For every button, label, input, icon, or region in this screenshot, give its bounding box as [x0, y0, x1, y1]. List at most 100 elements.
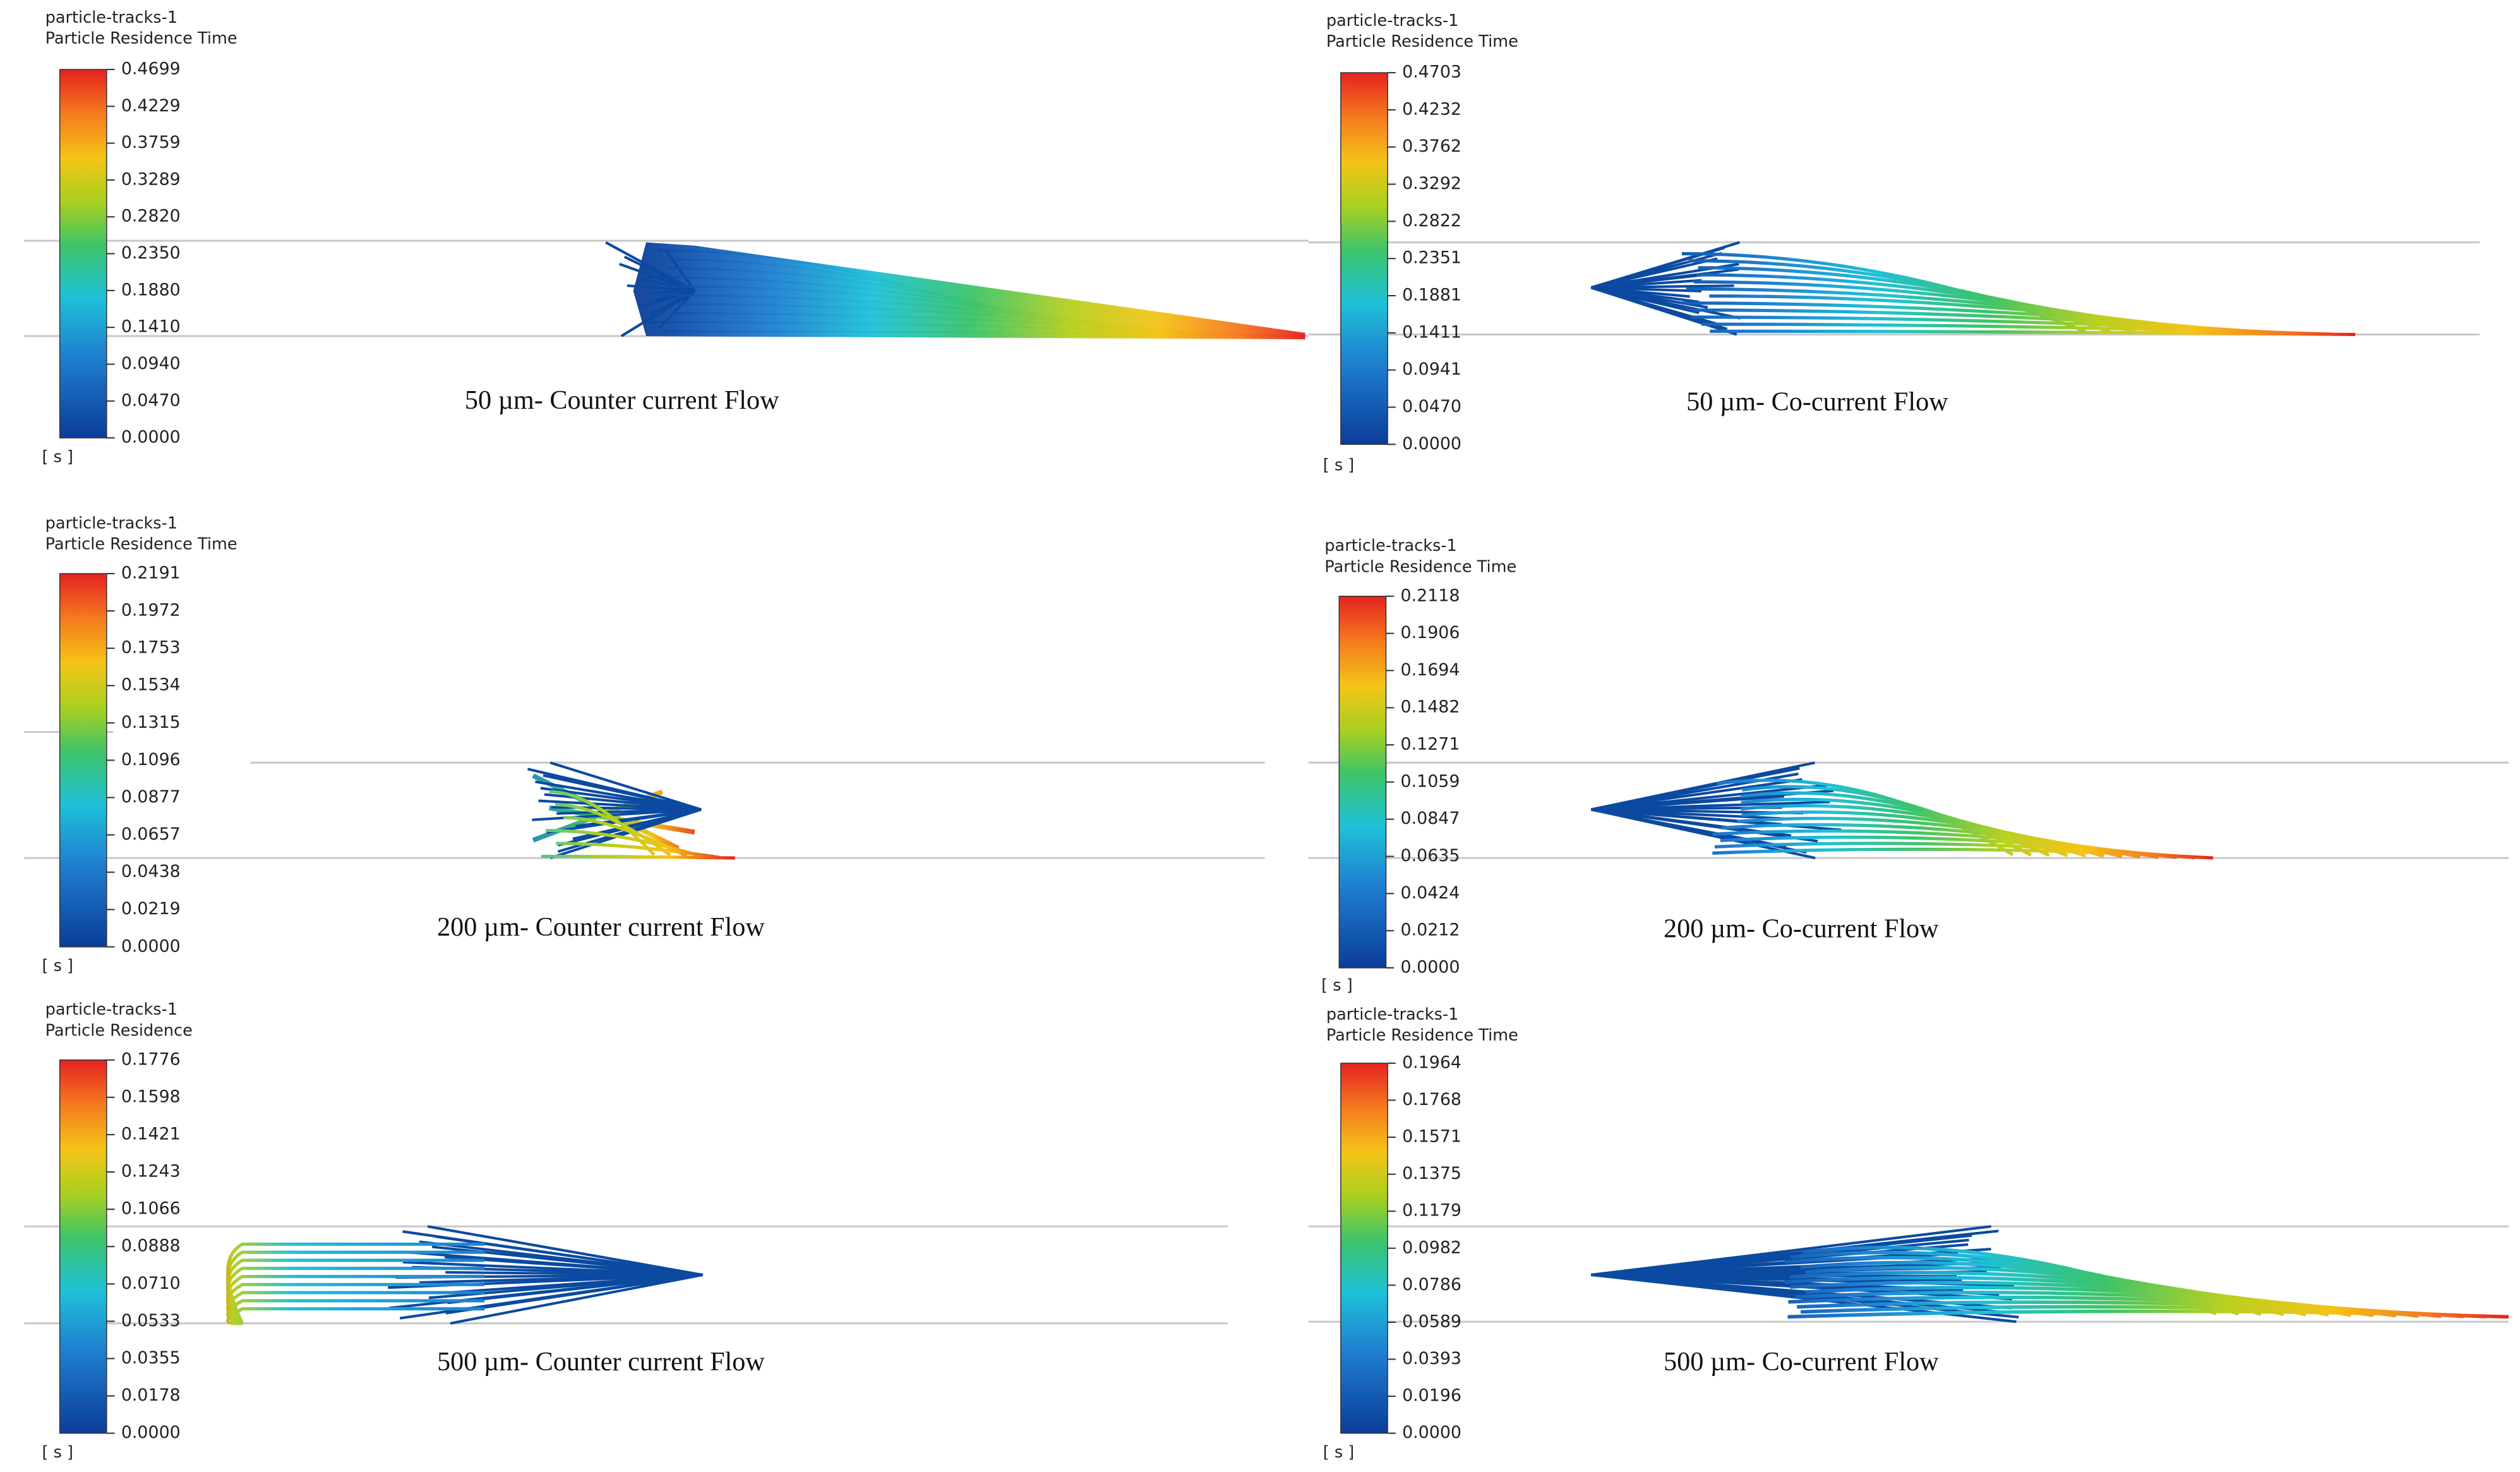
particle-track [427, 1225, 703, 1276]
particle-track [652, 270, 695, 293]
colorbar-label: 0.0219 [121, 899, 181, 919]
colorbar-label: 0.2118 [1401, 586, 1460, 605]
colorbar-label: 0.1243 [121, 1162, 181, 1181]
colorbar-label: 0.3762 [1402, 136, 1461, 156]
colorbar-label: 0.4229 [121, 96, 181, 116]
colorbar-label: 0.0786 [1402, 1275, 1461, 1294]
colorbar-label: 0.0470 [1402, 397, 1461, 416]
particle-track [1787, 1309, 2509, 1319]
legend-source: particle-tracks-1 [1324, 536, 1457, 555]
colorbar-label: 0.0000 [121, 936, 181, 956]
legend-source: particle-tracks-1 [1326, 11, 1459, 30]
particle-track [1591, 778, 1803, 811]
colorbar-label: 0.1598 [121, 1087, 181, 1106]
particle-track [1591, 808, 1818, 843]
particle-track [640, 289, 695, 309]
colorbar-label: 0.0000 [1402, 1423, 1461, 1442]
colorbar-label: 0.1096 [121, 750, 181, 769]
particle-track [1710, 329, 2356, 336]
colorbar-label: 0.0877 [121, 787, 181, 807]
colorbar-label: 0.0178 [121, 1385, 181, 1405]
colorbar-label: 0.0847 [1401, 809, 1460, 828]
colorbar-label: 0.1768 [1402, 1090, 1461, 1109]
colorbar-unit: [ s ] [42, 956, 74, 975]
particle-track [1590, 286, 1737, 336]
colorbar-label: 0.2351 [1402, 248, 1461, 268]
particle-track [226, 1291, 485, 1325]
colorbar-label: 0.1972 [121, 601, 181, 620]
colorbar-label: 0.0940 [121, 354, 181, 373]
colorbar-label: 0.1411 [1402, 322, 1461, 342]
panel-caption: 500 µm- Co-current Flow [1664, 1347, 1939, 1377]
colorbar-label: 0.2191 [121, 563, 181, 582]
colorbar-label: 0.4232 [1402, 99, 1461, 119]
panel: particle-tracks-1 Particle Residence Time… [1308, 536, 2509, 995]
panel: particle-tracks-1 Particle Residence 0.177… [24, 1000, 1228, 1462]
colorbar-label: 0.0000 [121, 1423, 181, 1442]
particle-track [640, 277, 695, 293]
colorbar-label: 0.4699 [121, 59, 181, 78]
colorbar-label: 0.0438 [121, 862, 181, 881]
colorbar [1338, 595, 1387, 968]
colorbar-unit: [ s ] [42, 1443, 74, 1462]
particle-track [549, 761, 702, 811]
colorbar-label: 0.1315 [121, 713, 181, 732]
particle-track [1712, 847, 2214, 860]
particle-track [546, 808, 702, 834]
colorbar-label: 0.0589 [1402, 1312, 1461, 1331]
particle-track [226, 1282, 485, 1325]
colorbar-label: 0.1066 [121, 1199, 181, 1219]
colorbar-unit: [ s ] [42, 447, 74, 466]
colorbar-label: 0.1906 [1401, 623, 1460, 642]
colorbar-label: 0.0393 [1402, 1349, 1461, 1368]
colorbar-label: 0.1964 [1402, 1053, 1461, 1072]
colorbar-unit: [ s ] [1321, 976, 1353, 995]
track-bundle [633, 242, 1305, 340]
panel-caption: 500 µm- Counter current Flow [437, 1347, 765, 1377]
particle-track [1701, 322, 2331, 336]
colorbar [59, 1059, 107, 1434]
colorbar [59, 573, 107, 948]
particle-track [672, 312, 1247, 337]
particle-track [226, 1299, 485, 1325]
colorbar-label: 0.4703 [1402, 63, 1461, 82]
colorbar-label: 0.2350 [121, 243, 181, 263]
particle-track [450, 1273, 703, 1325]
colorbar-label: 0.0470 [121, 390, 181, 410]
legend-source: particle-tracks-1 [45, 1000, 178, 1019]
colorbar-label: 0.0982 [1402, 1238, 1461, 1257]
legend-source: particle-tracks-1 [1326, 1005, 1459, 1024]
legend-source: particle-tracks-1 [45, 8, 178, 27]
legend-source: particle-tracks-1 [45, 514, 178, 533]
particle-track [620, 289, 695, 337]
colorbar-label: 0.2822 [1402, 211, 1461, 231]
colorbar-label: 0.1753 [121, 638, 181, 658]
colorbar-label: 0.1179 [1402, 1201, 1461, 1221]
colorbar-unit: [ s ] [1323, 455, 1355, 474]
legend-variable: Particle Residence Time [1324, 557, 1516, 576]
colorbar-label: 0.0533 [121, 1311, 181, 1330]
particle-track [388, 1273, 703, 1310]
colorbar-label: 0.0941 [1402, 359, 1461, 379]
colorbar-label: 0.0710 [121, 1274, 181, 1293]
colorbar-label: 0.0212 [1401, 920, 1460, 940]
particle-track [541, 854, 735, 860]
legend-variable: Particle Residence Time [45, 535, 237, 554]
particle-track [627, 284, 695, 293]
colorbar-label: 0.0657 [121, 824, 181, 844]
colorbar [1340, 72, 1388, 445]
colorbar-label: 0.0635 [1401, 846, 1460, 866]
colorbar-label: 0.1694 [1401, 660, 1460, 680]
panel: particle-tracks-1 Particle Residence Time… [24, 514, 1265, 975]
particle-track [546, 829, 704, 859]
colorbar [59, 69, 107, 438]
legend-variable: Particle Residence Time [1326, 32, 1518, 51]
colorbar-unit: [ s ] [1323, 1443, 1355, 1462]
colorbar-label: 0.3759 [121, 133, 181, 152]
colorbar-label: 0.0000 [1401, 958, 1460, 977]
particle-track [1590, 286, 1741, 320]
panel: particle-tracks-1 Particle Residence Time… [1308, 11, 2480, 474]
legend-variable: Particle Residence [45, 1021, 193, 1040]
colorbar-label: 0.0196 [1402, 1386, 1461, 1406]
